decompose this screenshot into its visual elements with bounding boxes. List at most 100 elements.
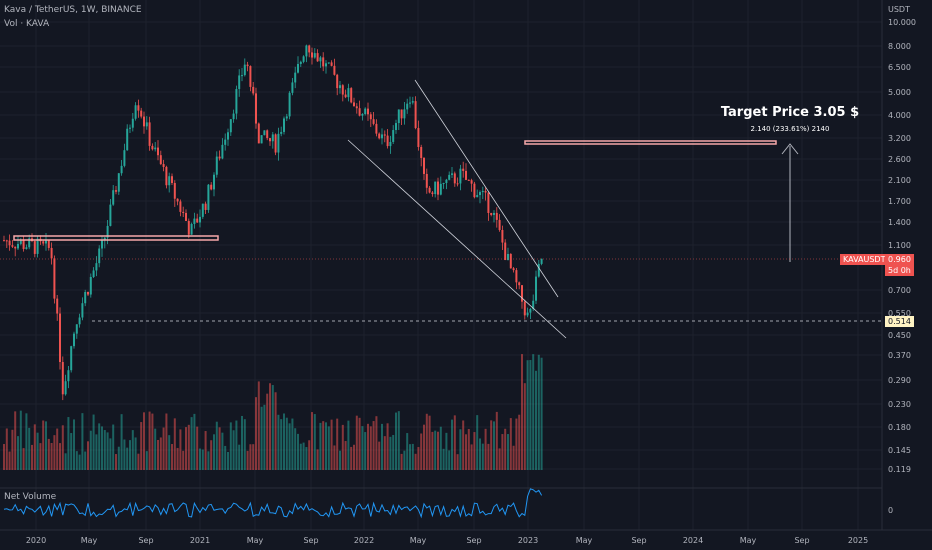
volume-bar <box>501 434 504 470</box>
time-tick-label: 2021 <box>190 536 210 545</box>
resistance-box[interactable] <box>13 235 219 241</box>
volume-bar <box>355 415 358 470</box>
candle-body <box>249 66 252 87</box>
volume-bar <box>56 428 59 470</box>
candle-body <box>535 276 537 301</box>
net-volume-legend[interactable]: Net Volume <box>4 492 57 502</box>
channel-upper-line[interactable] <box>414 79 559 298</box>
volume-bar <box>434 430 437 470</box>
volume-bar <box>462 420 465 470</box>
volume-bar <box>383 436 386 470</box>
volume-bar <box>473 432 476 470</box>
volume-bar <box>437 431 439 470</box>
volume-bar <box>400 453 403 470</box>
candle-body <box>442 182 445 184</box>
volume-bar <box>235 420 238 470</box>
volume-bar <box>17 436 19 470</box>
candle-body <box>448 174 451 180</box>
candle-body <box>417 128 420 147</box>
candle-body <box>386 135 389 147</box>
candle-body <box>445 179 448 183</box>
volume-bar <box>84 451 87 470</box>
volume-bar <box>271 385 274 470</box>
candle-body <box>313 53 316 58</box>
volume-bar <box>106 432 109 470</box>
volume-bar <box>73 419 75 470</box>
volume-bar <box>204 431 207 470</box>
volume-bar <box>210 440 213 470</box>
volume-bar <box>134 437 137 470</box>
candle-body <box>537 263 540 277</box>
volume-bar <box>395 412 397 470</box>
volume-bar <box>490 420 493 470</box>
candle-body <box>154 147 157 150</box>
candle-body <box>333 65 336 75</box>
volume-bar <box>123 439 126 470</box>
volume-bar <box>112 424 115 470</box>
candle-body <box>260 135 263 144</box>
price-axis[interactable]: 10.000 8.000 6.500 5.000 4.000 3.200 2.600 2.10… <box>888 18 916 474</box>
candle-body <box>490 212 493 215</box>
volume-bar <box>333 445 336 470</box>
net-volume-line <box>3 488 543 519</box>
candle-body <box>263 130 266 136</box>
volume-bar <box>109 438 112 470</box>
volume-bar <box>285 417 288 470</box>
candlesticks <box>3 44 543 401</box>
candle-body <box>509 253 512 269</box>
volume-legend[interactable]: Vol · KAVA <box>4 19 50 29</box>
candle-body <box>487 192 490 213</box>
volume-bar <box>518 414 521 470</box>
channel-lower-line[interactable] <box>347 139 567 339</box>
volume-bar <box>308 440 311 470</box>
candle-body <box>179 201 182 212</box>
volume-bar <box>420 433 423 470</box>
candle-body <box>403 109 406 119</box>
candle-body <box>501 229 504 243</box>
volume-bar <box>269 383 271 470</box>
symbol-title[interactable]: Kava / TetherUS, 1W, BINANCE <box>4 5 142 15</box>
candle-body <box>89 277 92 295</box>
time-tick-label: May <box>81 536 98 545</box>
volume-bar <box>386 423 389 470</box>
candle-body <box>277 133 280 153</box>
candle-body <box>322 57 325 67</box>
candle-body <box>126 128 129 151</box>
candle-body <box>235 89 238 114</box>
price-tick-label: 4.000 <box>888 111 911 120</box>
volume-bar <box>327 426 330 470</box>
volume-bar <box>381 423 383 470</box>
candle-body <box>193 218 196 224</box>
volume-bar <box>325 422 327 470</box>
volume-bar <box>367 423 369 470</box>
volume-bar <box>45 421 47 470</box>
volume-bar <box>274 392 277 470</box>
candle-body <box>42 241 45 244</box>
candle-body <box>481 190 484 193</box>
volume-bar <box>350 446 353 470</box>
candle-body <box>92 270 95 278</box>
price-tick-label: 0.180 <box>888 423 911 432</box>
volume-bar <box>523 383 526 470</box>
candle-body <box>274 134 277 153</box>
volume-bar <box>529 360 532 470</box>
candle-body <box>311 52 313 58</box>
candle-body <box>112 190 115 205</box>
volume-bar <box>313 414 316 470</box>
volume-bar <box>53 435 56 470</box>
candle-body <box>504 242 507 261</box>
time-axis[interactable]: 2020 May Sep 2021 May Sep 2022 May Sep 2023 May Sep… <box>26 536 868 545</box>
volume-bar <box>229 422 232 470</box>
price-tick-label: 10.000 <box>888 18 916 27</box>
volume-bar <box>148 411 151 470</box>
candle-body <box>361 113 364 116</box>
volume-bar <box>302 442 305 470</box>
target-box[interactable] <box>524 140 777 145</box>
candle-body <box>523 301 526 316</box>
volume-bar <box>414 453 417 470</box>
candle-body <box>498 219 501 230</box>
volume-bar <box>263 404 266 470</box>
volume-bar <box>537 354 540 470</box>
candle-body <box>285 116 288 119</box>
